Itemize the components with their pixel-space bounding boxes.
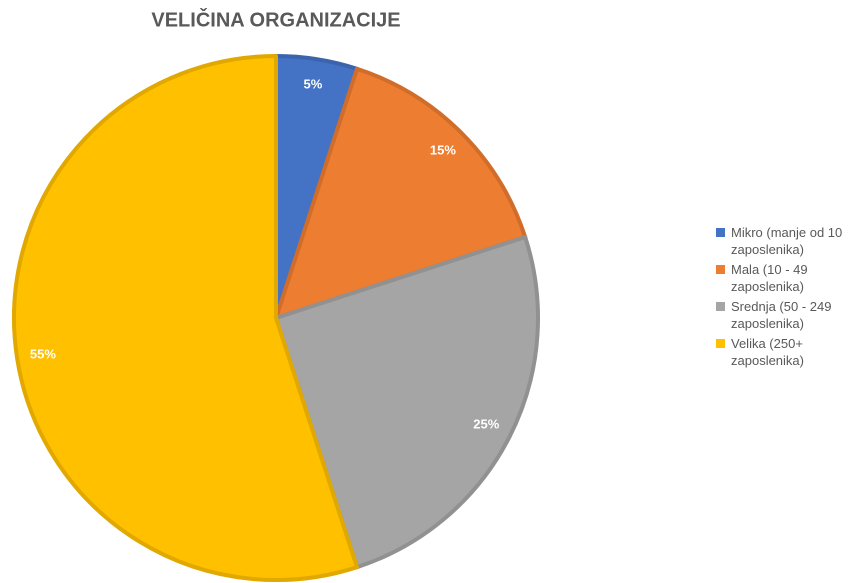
legend-item: Mikro (manje od 10 zaposlenika) — [716, 224, 867, 258]
slice — [12, 54, 359, 582]
legend-swatch — [716, 339, 725, 348]
slice-border — [274, 66, 528, 320]
legend-swatch — [716, 302, 725, 311]
legend-label: Mala (10 - 49 zaposlenika) — [731, 262, 808, 294]
data-label: 55% — [30, 346, 56, 361]
legend-label: Mikro (manje od 10 zaposlenika) — [731, 225, 843, 257]
data-label: 15% — [430, 143, 456, 158]
legend-swatch — [716, 228, 725, 237]
legend-label: Velika (250+ zaposlenika) — [731, 336, 804, 368]
data-label: 25% — [473, 417, 499, 432]
data-label: 5% — [304, 76, 323, 91]
legend-swatch — [716, 265, 725, 274]
slice-border — [274, 235, 540, 570]
legend: Mikro (manje od 10 zaposlenika) Mala (10 … — [716, 224, 867, 372]
legend-item: Mala (10 - 49 zaposlenika) — [716, 261, 867, 295]
legend-item: Srednja (50 - 249 zaposlenika) — [716, 298, 867, 332]
slice-border — [12, 54, 359, 582]
slice — [274, 235, 540, 570]
legend-item: Velika (250+ zaposlenika) — [716, 335, 867, 369]
chart-title: VELIČINA ORGANIZACIJE — [151, 7, 400, 31]
legend-label: Srednja (50 - 249 zaposlenika) — [731, 299, 832, 331]
